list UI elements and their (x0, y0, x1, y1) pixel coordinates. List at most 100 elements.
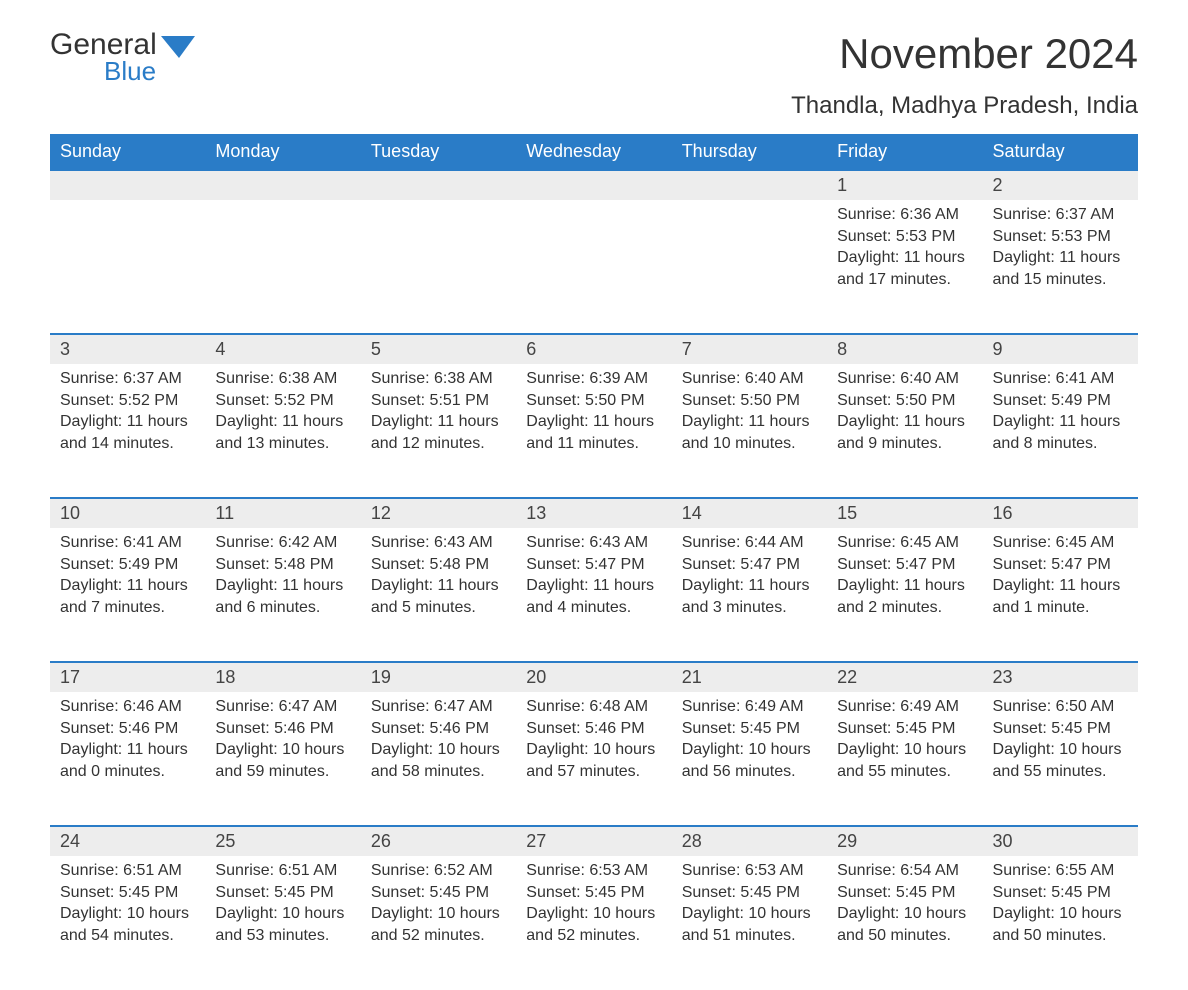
sunset-text: Sunset: 5:50 PM (682, 390, 817, 412)
day-cell: Sunrise: 6:36 AMSunset: 5:53 PMDaylight:… (827, 200, 982, 334)
sunrise-text: Sunrise: 6:47 AM (371, 696, 506, 718)
sunset-text: Sunset: 5:45 PM (682, 718, 817, 740)
day-cell: Sunrise: 6:41 AMSunset: 5:49 PMDaylight:… (50, 528, 205, 662)
empty-day (361, 170, 516, 200)
col-saturday: Saturday (983, 134, 1138, 170)
empty-day (516, 170, 671, 200)
day-cell: Sunrise: 6:45 AMSunset: 5:47 PMDaylight:… (827, 528, 982, 662)
day-number: 2 (983, 170, 1138, 200)
day-cell: Sunrise: 6:47 AMSunset: 5:46 PMDaylight:… (205, 692, 360, 826)
day-number: 18 (205, 662, 360, 692)
daynum-row: 17181920212223 (50, 662, 1138, 692)
day-cell: Sunrise: 6:43 AMSunset: 5:48 PMDaylight:… (361, 528, 516, 662)
sunset-text: Sunset: 5:45 PM (60, 882, 195, 904)
day-number: 3 (50, 334, 205, 364)
day-cell: Sunrise: 6:41 AMSunset: 5:49 PMDaylight:… (983, 364, 1138, 498)
day-number: 7 (672, 334, 827, 364)
sunset-text: Sunset: 5:45 PM (993, 718, 1128, 740)
daylight-text: Daylight: 10 hours and 53 minutes. (215, 903, 350, 946)
daynum-row: 24252627282930 (50, 826, 1138, 856)
day-cell: Sunrise: 6:49 AMSunset: 5:45 PMDaylight:… (672, 692, 827, 826)
daylight-text: Daylight: 11 hours and 12 minutes. (371, 411, 506, 454)
weekday-header-row: Sunday Monday Tuesday Wednesday Thursday… (50, 134, 1138, 170)
daylight-text: Daylight: 11 hours and 0 minutes. (60, 739, 195, 782)
day-number: 1 (827, 170, 982, 200)
sunset-text: Sunset: 5:52 PM (60, 390, 195, 412)
day-number: 15 (827, 498, 982, 528)
day-cell: Sunrise: 6:43 AMSunset: 5:47 PMDaylight:… (516, 528, 671, 662)
daylight-text: Daylight: 11 hours and 15 minutes. (993, 247, 1128, 290)
sunrise-text: Sunrise: 6:36 AM (837, 204, 972, 226)
sunrise-text: Sunrise: 6:41 AM (60, 532, 195, 554)
sunset-text: Sunset: 5:46 PM (60, 718, 195, 740)
sunset-text: Sunset: 5:46 PM (526, 718, 661, 740)
day-cell: Sunrise: 6:50 AMSunset: 5:45 PMDaylight:… (983, 692, 1138, 826)
day-cell: Sunrise: 6:37 AMSunset: 5:52 PMDaylight:… (50, 364, 205, 498)
day-number: 28 (672, 826, 827, 856)
sunrise-text: Sunrise: 6:49 AM (837, 696, 972, 718)
sunset-text: Sunset: 5:48 PM (371, 554, 506, 576)
day-number: 12 (361, 498, 516, 528)
daylight-text: Daylight: 11 hours and 17 minutes. (837, 247, 972, 290)
daylight-text: Daylight: 11 hours and 5 minutes. (371, 575, 506, 618)
sunrise-text: Sunrise: 6:51 AM (60, 860, 195, 882)
sunrise-text: Sunrise: 6:37 AM (60, 368, 195, 390)
daylight-text: Daylight: 10 hours and 51 minutes. (682, 903, 817, 946)
day-number: 6 (516, 334, 671, 364)
daylight-text: Daylight: 11 hours and 6 minutes. (215, 575, 350, 618)
col-wednesday: Wednesday (516, 134, 671, 170)
empty-day (672, 200, 827, 334)
sunrise-text: Sunrise: 6:51 AM (215, 860, 350, 882)
sunrise-text: Sunrise: 6:43 AM (371, 532, 506, 554)
flag-icon (161, 36, 195, 63)
daylight-text: Daylight: 10 hours and 50 minutes. (993, 903, 1128, 946)
sunset-text: Sunset: 5:45 PM (215, 882, 350, 904)
brand-logo: General Blue (50, 30, 195, 84)
day-cell: Sunrise: 6:40 AMSunset: 5:50 PMDaylight:… (672, 364, 827, 498)
day-cell: Sunrise: 6:53 AMSunset: 5:45 PMDaylight:… (516, 856, 671, 990)
empty-day (50, 170, 205, 200)
empty-day (361, 200, 516, 334)
day-number: 11 (205, 498, 360, 528)
col-sunday: Sunday (50, 134, 205, 170)
sunrise-text: Sunrise: 6:42 AM (215, 532, 350, 554)
daylight-text: Daylight: 10 hours and 57 minutes. (526, 739, 661, 782)
daylight-text: Daylight: 10 hours and 50 minutes. (837, 903, 972, 946)
day-cell: Sunrise: 6:55 AMSunset: 5:45 PMDaylight:… (983, 856, 1138, 990)
sunset-text: Sunset: 5:47 PM (993, 554, 1128, 576)
daylight-text: Daylight: 10 hours and 55 minutes. (993, 739, 1128, 782)
sunset-text: Sunset: 5:49 PM (60, 554, 195, 576)
sunrise-text: Sunrise: 6:41 AM (993, 368, 1128, 390)
sunset-text: Sunset: 5:45 PM (837, 718, 972, 740)
daynum-row: 12 (50, 170, 1138, 200)
sunset-text: Sunset: 5:46 PM (371, 718, 506, 740)
day-number: 29 (827, 826, 982, 856)
daylight-text: Daylight: 10 hours and 56 minutes. (682, 739, 817, 782)
sunrise-text: Sunrise: 6:47 AM (215, 696, 350, 718)
daylight-text: Daylight: 11 hours and 3 minutes. (682, 575, 817, 618)
sunrise-text: Sunrise: 6:40 AM (682, 368, 817, 390)
day-cell: Sunrise: 6:37 AMSunset: 5:53 PMDaylight:… (983, 200, 1138, 334)
sunrise-text: Sunrise: 6:37 AM (993, 204, 1128, 226)
sunrise-text: Sunrise: 6:50 AM (993, 696, 1128, 718)
day-number: 5 (361, 334, 516, 364)
sunrise-text: Sunrise: 6:39 AM (526, 368, 661, 390)
day-cell: Sunrise: 6:54 AMSunset: 5:45 PMDaylight:… (827, 856, 982, 990)
empty-day (50, 200, 205, 334)
day-cell: Sunrise: 6:39 AMSunset: 5:50 PMDaylight:… (516, 364, 671, 498)
day-number: 4 (205, 334, 360, 364)
empty-day (205, 200, 360, 334)
sunset-text: Sunset: 5:45 PM (526, 882, 661, 904)
sunrise-text: Sunrise: 6:55 AM (993, 860, 1128, 882)
day-cell: Sunrise: 6:52 AMSunset: 5:45 PMDaylight:… (361, 856, 516, 990)
day-number: 25 (205, 826, 360, 856)
day-cell: Sunrise: 6:51 AMSunset: 5:45 PMDaylight:… (50, 856, 205, 990)
daylight-text: Daylight: 11 hours and 11 minutes. (526, 411, 661, 454)
sunset-text: Sunset: 5:48 PM (215, 554, 350, 576)
day-number: 24 (50, 826, 205, 856)
daynum-row: 3456789 (50, 334, 1138, 364)
day-cell: Sunrise: 6:42 AMSunset: 5:48 PMDaylight:… (205, 528, 360, 662)
daylight-text: Daylight: 10 hours and 59 minutes. (215, 739, 350, 782)
daylight-text: Daylight: 11 hours and 10 minutes. (682, 411, 817, 454)
day-number: 23 (983, 662, 1138, 692)
